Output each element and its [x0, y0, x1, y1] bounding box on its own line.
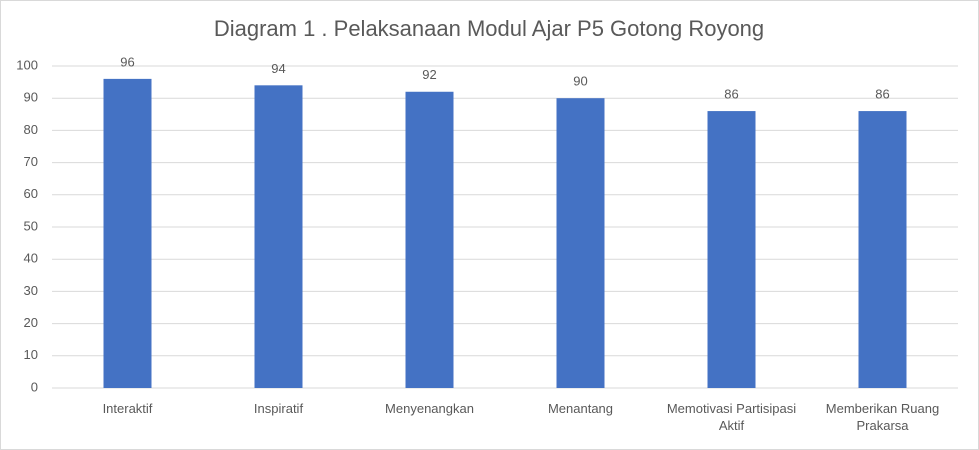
chart-title: Diagram 1 . Pelaksanaan Modul Ajar P5 Go… — [214, 16, 764, 41]
y-tick-label: 70 — [24, 154, 38, 169]
x-tick-label: Menantang — [547, 401, 614, 416]
bar — [858, 111, 907, 388]
bar — [556, 98, 605, 388]
x-tick-label: Menyenangkan — [385, 401, 474, 416]
bar — [103, 78, 152, 388]
y-tick-label: 20 — [24, 315, 38, 330]
y-tick-label: 30 — [24, 283, 38, 298]
data-label: 92 — [422, 67, 436, 82]
y-tick-label: 40 — [24, 251, 38, 266]
bar — [405, 91, 454, 388]
data-label: 86 — [724, 87, 738, 102]
y-tick-label: 60 — [24, 186, 38, 201]
bar — [254, 85, 303, 388]
data-label: 90 — [573, 74, 587, 89]
x-tick-label: Interaktif — [102, 401, 153, 416]
bar — [707, 111, 756, 388]
y-tick-label: 90 — [24, 90, 38, 105]
data-label: 86 — [875, 87, 889, 102]
y-tick-label: 50 — [24, 218, 38, 233]
y-tick-label: 10 — [24, 347, 38, 362]
y-tick-label: 100 — [16, 57, 38, 72]
data-label: 96 — [120, 54, 134, 69]
x-tick-label: Memberikan Ruang Prakarsa — [825, 401, 940, 433]
y-tick-label: 0 — [31, 379, 38, 394]
x-tick-label: Inspiratif — [253, 401, 304, 416]
data-label: 94 — [271, 61, 285, 76]
y-tick-label: 80 — [24, 122, 38, 137]
x-tick-label: Memotivasi Partisipasi Aktif — [666, 401, 797, 433]
